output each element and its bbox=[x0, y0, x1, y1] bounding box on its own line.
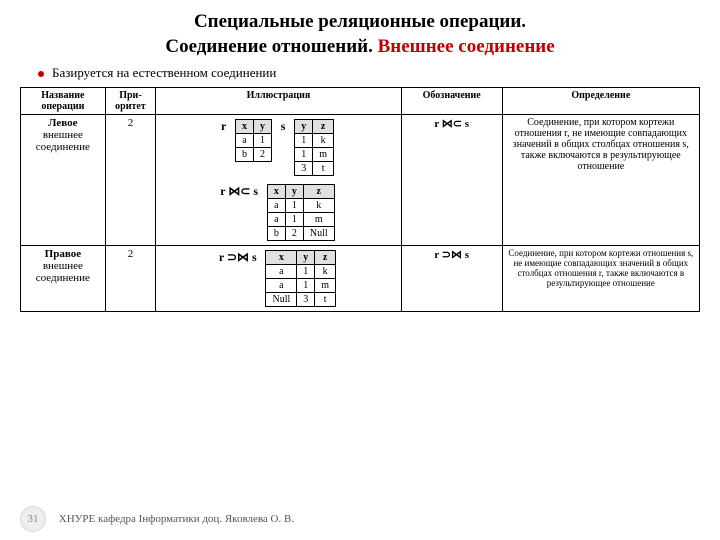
header-notation: Обозначение bbox=[401, 88, 502, 115]
row1-name: Левое внешнее соединение bbox=[21, 115, 106, 246]
cell: x bbox=[236, 120, 254, 134]
cell: a bbox=[236, 134, 254, 148]
row1-expr-result: r ⋈⊂ s bbox=[220, 184, 258, 199]
row1-name-bold: Левое bbox=[48, 117, 77, 129]
cell: 3 bbox=[295, 162, 313, 176]
cell: Null bbox=[266, 293, 297, 307]
title-line2a: Соединение отношений. bbox=[165, 36, 377, 57]
footer-text: ХНУРЕ кафедра Інформатики доц. Яковлева … bbox=[59, 513, 294, 525]
row2-expr-result: r ⊃⋈ s bbox=[219, 250, 257, 265]
cell: 3 bbox=[297, 293, 315, 307]
row1-name-rest: внешнее соединение bbox=[36, 129, 90, 153]
cell: y bbox=[297, 251, 315, 265]
cell: k bbox=[303, 199, 334, 213]
row1-priority: 2 bbox=[105, 115, 155, 246]
row2-name: Правое внешнее соединение bbox=[21, 246, 106, 312]
cell: Null bbox=[303, 227, 334, 241]
row1-table-s: yz 1k 1m 3t bbox=[294, 119, 334, 176]
row2-name-rest: внешнее соединение bbox=[36, 260, 90, 284]
row2-table-result: xyz a1k a1m Null3t bbox=[265, 250, 336, 307]
row2-definition-text: Соединение, при котором кортежи отношени… bbox=[508, 248, 693, 288]
cell: 2 bbox=[254, 148, 272, 162]
cell: a bbox=[267, 199, 285, 213]
row2-notation-text: r ⊃⋈ s bbox=[434, 249, 469, 261]
cell: z bbox=[313, 120, 334, 134]
cell: y bbox=[295, 120, 313, 134]
cell: 1 bbox=[285, 199, 303, 213]
row1-illustration: r xy a1 b2 s yz 1k 1m 3t r ⋈⊂ s xyz bbox=[156, 115, 402, 246]
cell: 1 bbox=[254, 134, 272, 148]
cell: t bbox=[315, 293, 336, 307]
row1-expr-s: s bbox=[281, 119, 286, 134]
header-illustration: Иллюстрация bbox=[156, 88, 402, 115]
cell: b bbox=[267, 227, 285, 241]
cell: z bbox=[303, 185, 334, 199]
cell: k bbox=[313, 134, 334, 148]
cell: 1 bbox=[297, 265, 315, 279]
cell: b bbox=[236, 148, 254, 162]
cell: a bbox=[267, 213, 285, 227]
subtitle: Базируется на естественном соединении bbox=[38, 65, 700, 81]
cell: y bbox=[285, 185, 303, 199]
main-table: Название операции При-оритет Иллюстрация… bbox=[20, 87, 700, 312]
cell: 2 bbox=[285, 227, 303, 241]
cell: 1 bbox=[295, 134, 313, 148]
bullet-icon bbox=[38, 71, 44, 77]
cell: a bbox=[266, 279, 297, 293]
subtitle-text: Базируется на естественном соединении bbox=[52, 65, 276, 80]
cell: 1 bbox=[295, 148, 313, 162]
title-line1: Специальные реляционные операции. bbox=[20, 10, 700, 35]
cell: m bbox=[315, 279, 336, 293]
row1-definition: Соединение, при котором кортежи отношени… bbox=[502, 115, 699, 246]
row2-illustration: r ⊃⋈ s xyz a1k a1m Null3t bbox=[156, 246, 402, 312]
header-priority: При-оритет bbox=[105, 88, 155, 115]
row2-priority: 2 bbox=[105, 246, 155, 312]
row2-name-bold: Правое bbox=[45, 248, 81, 260]
header-name: Название операции bbox=[21, 88, 106, 115]
cell: m bbox=[313, 148, 334, 162]
cell: t bbox=[313, 162, 334, 176]
row1-table-r: xy a1 b2 bbox=[235, 119, 272, 162]
footer: 31 ХНУРЕ кафедра Інформатики доц. Яковле… bbox=[20, 506, 294, 532]
cell: a bbox=[266, 265, 297, 279]
title-line2b: Внешнее соединение bbox=[378, 36, 555, 57]
row1-notation-text: r ⋈⊂ s bbox=[434, 118, 469, 130]
cell: k bbox=[315, 265, 336, 279]
cell: 1 bbox=[285, 213, 303, 227]
cell: x bbox=[266, 251, 297, 265]
row1-notation: r ⋈⊂ s bbox=[401, 115, 502, 246]
row1-table-result: xyz a1k a1m b2Null bbox=[267, 184, 335, 241]
row2-notation: r ⊃⋈ s bbox=[401, 246, 502, 312]
cell: m bbox=[303, 213, 334, 227]
cell: x bbox=[267, 185, 285, 199]
cell: 1 bbox=[297, 279, 315, 293]
row2-definition: Соединение, при котором кортежи отношени… bbox=[502, 246, 699, 312]
row1-expr-r: r bbox=[221, 119, 226, 134]
slide-number: 31 bbox=[20, 506, 46, 532]
row1-definition-text: Соединение, при котором кортежи отношени… bbox=[513, 117, 689, 172]
header-definition: Определение bbox=[502, 88, 699, 115]
cell: y bbox=[254, 120, 272, 134]
cell: z bbox=[315, 251, 336, 265]
